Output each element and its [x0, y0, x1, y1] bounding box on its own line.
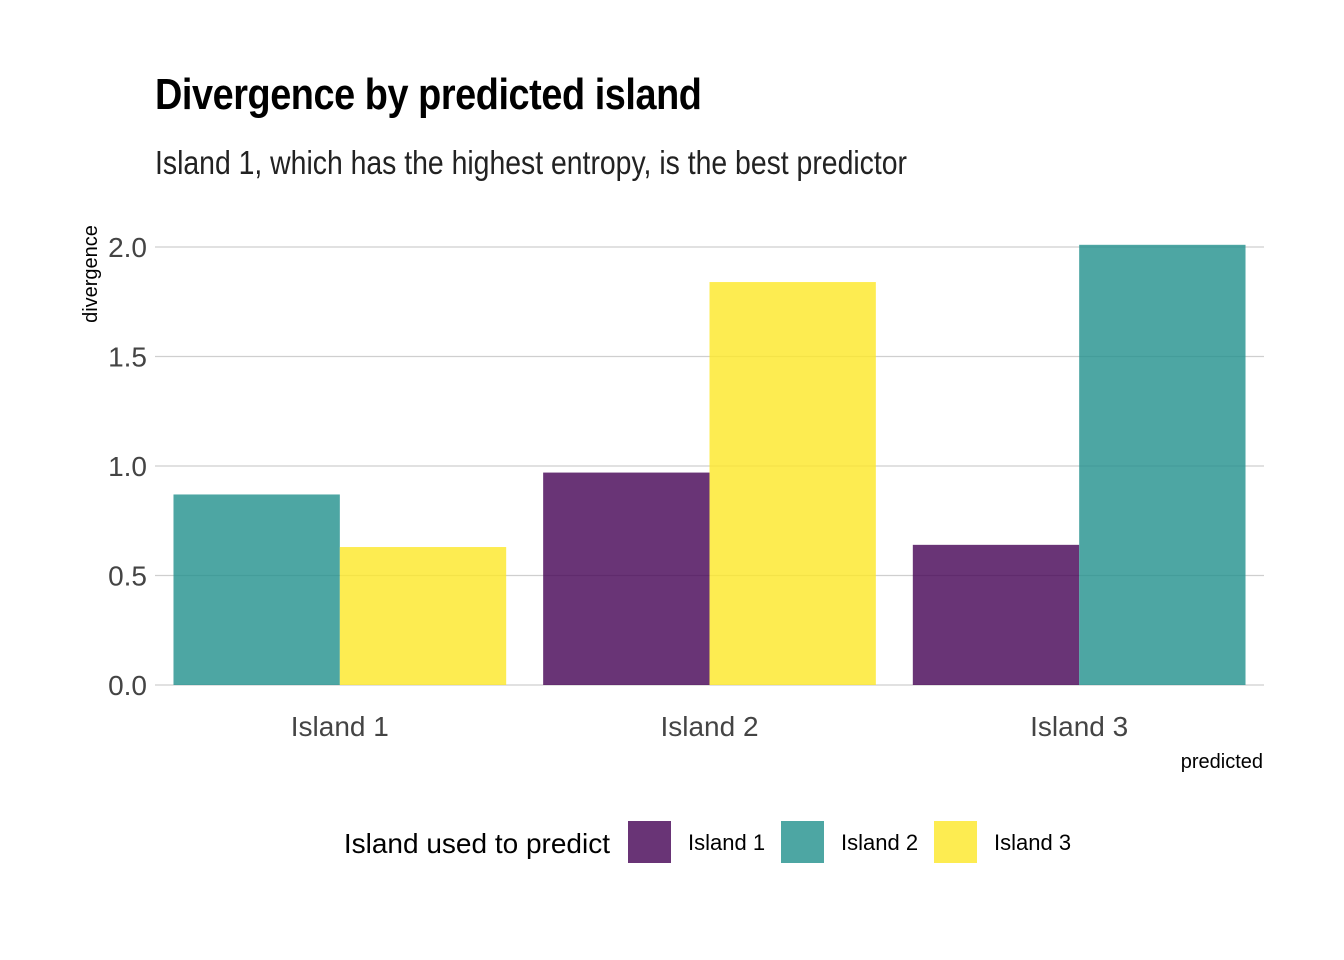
- y-tick-labels: 0.0 0.5 1.0 1.5 2.0: [108, 232, 147, 701]
- bar-layer: [173, 244, 1246, 685]
- legend-item-island-3: Island 3: [934, 821, 1071, 863]
- bar-island-3-by-island-2: [1079, 244, 1246, 685]
- legend-label: Island 3: [994, 830, 1071, 855]
- y-tick-label: 0.0: [108, 670, 147, 701]
- chart-title: Divergence by predicted island: [155, 70, 702, 119]
- bar-island-2-by-island-1: [543, 472, 710, 685]
- x-tick-label: Island 1: [291, 711, 389, 742]
- legend-swatch: [781, 821, 824, 863]
- x-axis-title: predicted: [1181, 751, 1263, 773]
- y-axis-title: divergence: [80, 225, 102, 323]
- legend-title: Island used to predict: [344, 828, 610, 859]
- legend-item-island-2: Island 2: [781, 821, 918, 863]
- x-tick-labels: Island 1 Island 2 Island 3: [291, 711, 1128, 742]
- legend-label: Island 1: [688, 830, 765, 855]
- y-tick-label: 0.5: [108, 561, 147, 592]
- x-tick-label: Island 2: [660, 711, 758, 742]
- bar-island-1-by-island-3: [339, 547, 507, 685]
- legend-swatch: [628, 821, 671, 863]
- legend-item-island-1: Island 1: [628, 821, 765, 863]
- bar-island-3-by-island-1: [912, 544, 1080, 685]
- legend-label: Island 2: [841, 830, 918, 855]
- legend-swatch: [934, 821, 977, 863]
- x-tick-label: Island 3: [1030, 711, 1128, 742]
- y-tick-label: 2.0: [108, 232, 147, 263]
- y-tick-label: 1.5: [108, 342, 147, 373]
- bar-island-2-by-island-3: [709, 282, 876, 685]
- bar-island-1-by-island-2: [173, 494, 340, 685]
- legend-items: Island 1 Island 2 Island 3: [628, 821, 1071, 863]
- y-tick-label: 1.0: [108, 451, 147, 482]
- chart-subtitle: Island 1, which has the highest entropy,…: [155, 144, 907, 181]
